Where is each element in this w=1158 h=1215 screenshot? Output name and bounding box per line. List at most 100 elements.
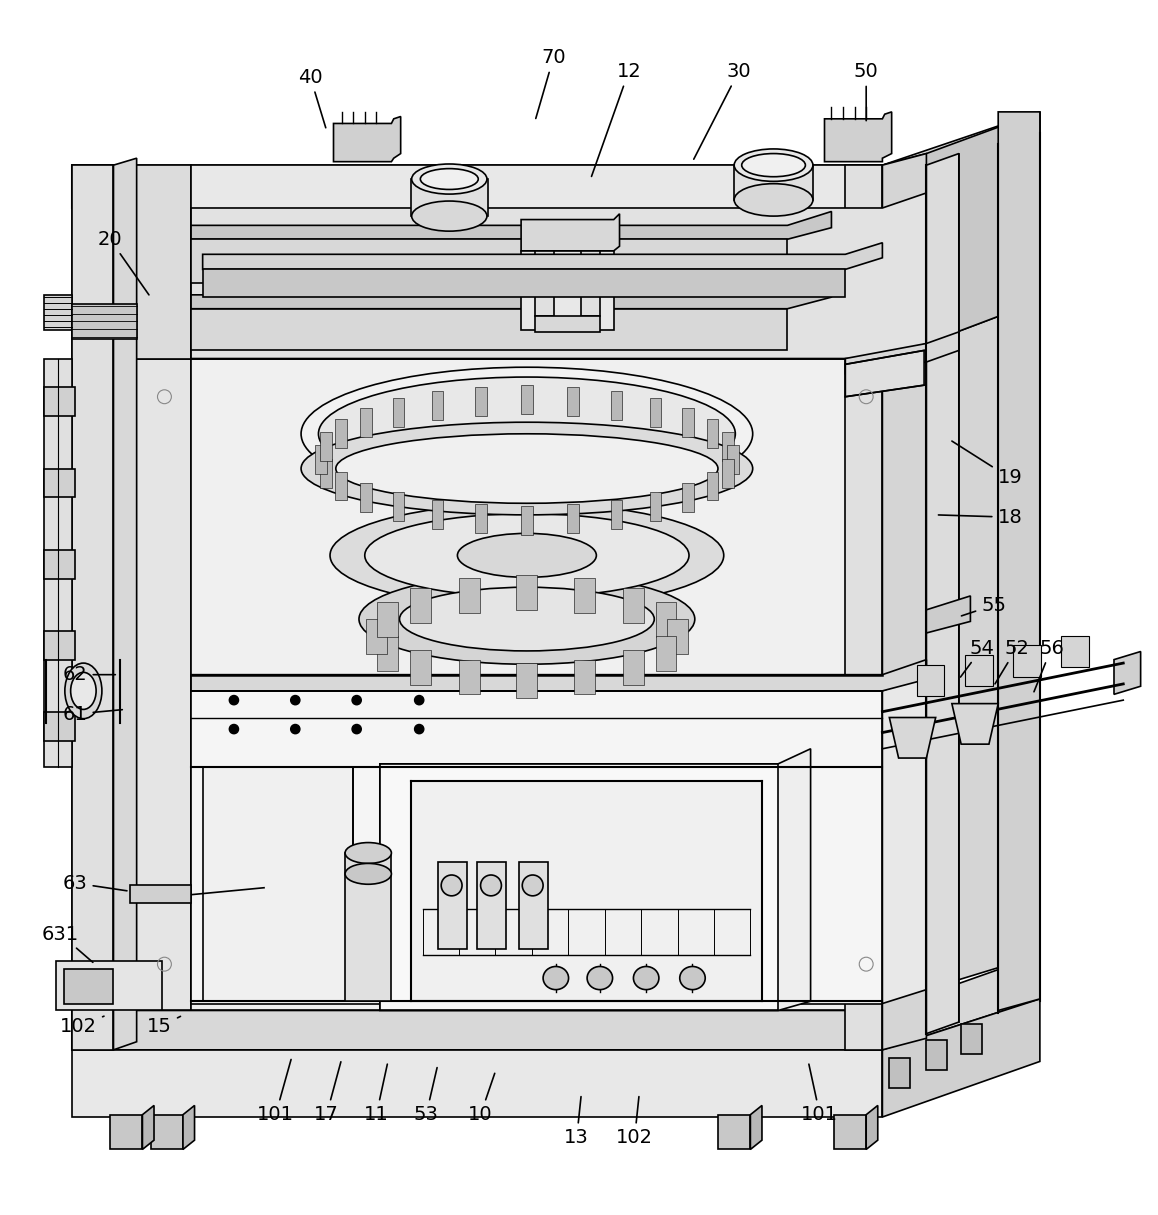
Polygon shape: [610, 391, 622, 420]
Text: 55: 55: [961, 595, 1006, 616]
Polygon shape: [191, 309, 787, 350]
Text: 12: 12: [592, 62, 642, 176]
Polygon shape: [130, 886, 191, 903]
Circle shape: [415, 724, 424, 734]
Ellipse shape: [543, 966, 569, 990]
Polygon shape: [459, 578, 479, 614]
Polygon shape: [965, 655, 992, 686]
Polygon shape: [682, 482, 694, 512]
Polygon shape: [72, 358, 191, 1011]
Text: 13: 13: [564, 1097, 589, 1147]
Polygon shape: [574, 578, 595, 614]
Polygon shape: [191, 211, 831, 239]
Polygon shape: [378, 635, 398, 671]
Text: 70: 70: [536, 47, 566, 119]
Polygon shape: [44, 631, 75, 660]
Text: 20: 20: [97, 230, 149, 295]
Polygon shape: [360, 482, 372, 512]
Text: 30: 30: [694, 62, 752, 159]
Polygon shape: [411, 179, 488, 216]
Polygon shape: [64, 968, 113, 1004]
Ellipse shape: [734, 183, 813, 216]
Polygon shape: [411, 781, 762, 1001]
Ellipse shape: [345, 842, 391, 864]
Polygon shape: [581, 250, 600, 316]
Polygon shape: [723, 433, 734, 460]
Polygon shape: [72, 112, 1040, 208]
Text: 52: 52: [995, 639, 1029, 684]
Ellipse shape: [365, 514, 689, 597]
Ellipse shape: [522, 875, 543, 895]
Ellipse shape: [330, 503, 724, 608]
Polygon shape: [459, 660, 479, 695]
Polygon shape: [655, 603, 676, 637]
Polygon shape: [845, 350, 924, 397]
Polygon shape: [191, 193, 926, 358]
Polygon shape: [410, 650, 431, 685]
Text: 63: 63: [63, 874, 127, 893]
Polygon shape: [723, 459, 734, 487]
Circle shape: [352, 724, 361, 734]
Polygon shape: [882, 112, 1040, 358]
Polygon shape: [56, 961, 162, 1011]
Ellipse shape: [680, 966, 705, 990]
Text: 102: 102: [616, 1097, 653, 1147]
Polygon shape: [734, 165, 813, 200]
Polygon shape: [345, 853, 391, 1001]
Polygon shape: [72, 165, 191, 358]
Polygon shape: [410, 588, 431, 623]
Polygon shape: [882, 153, 926, 1050]
Polygon shape: [72, 304, 137, 339]
Text: 631: 631: [42, 925, 93, 962]
Text: 40: 40: [298, 68, 325, 128]
Polygon shape: [521, 214, 620, 250]
Circle shape: [229, 695, 239, 705]
Text: 50: 50: [853, 62, 879, 120]
Polygon shape: [191, 358, 882, 1011]
Text: 53: 53: [413, 1068, 439, 1124]
Polygon shape: [882, 674, 926, 1004]
Ellipse shape: [742, 153, 806, 176]
Ellipse shape: [71, 672, 96, 710]
Text: 61: 61: [63, 705, 123, 724]
Polygon shape: [706, 419, 718, 448]
Circle shape: [352, 695, 361, 705]
Polygon shape: [682, 408, 694, 436]
Polygon shape: [706, 471, 718, 501]
Polygon shape: [191, 281, 831, 309]
Polygon shape: [926, 1040, 947, 1070]
Polygon shape: [866, 1106, 878, 1149]
Text: 10: 10: [468, 1073, 494, 1124]
Polygon shape: [824, 112, 892, 162]
Polygon shape: [889, 718, 936, 758]
Polygon shape: [650, 399, 661, 428]
Polygon shape: [380, 764, 778, 1011]
Polygon shape: [151, 1114, 183, 1149]
Circle shape: [291, 695, 300, 705]
Text: 15: 15: [147, 1017, 181, 1036]
Polygon shape: [610, 499, 622, 529]
Text: 11: 11: [364, 1064, 389, 1124]
Polygon shape: [998, 112, 1040, 1011]
Text: 101: 101: [257, 1059, 294, 1124]
Polygon shape: [961, 1024, 982, 1053]
Polygon shape: [191, 239, 787, 283]
Polygon shape: [1114, 651, 1141, 694]
Polygon shape: [191, 691, 882, 1004]
Ellipse shape: [734, 149, 813, 181]
Polygon shape: [336, 471, 347, 501]
Polygon shape: [1013, 645, 1041, 677]
Polygon shape: [320, 433, 331, 460]
Polygon shape: [72, 955, 1040, 1050]
Polygon shape: [889, 1058, 910, 1089]
Polygon shape: [667, 620, 688, 654]
Polygon shape: [567, 504, 579, 533]
Ellipse shape: [345, 864, 391, 885]
Polygon shape: [475, 386, 486, 416]
Polygon shape: [882, 300, 1040, 1011]
Polygon shape: [393, 492, 404, 521]
Polygon shape: [623, 588, 644, 623]
Polygon shape: [926, 153, 959, 1034]
Polygon shape: [750, 1106, 762, 1149]
Text: 56: 56: [1034, 639, 1064, 691]
